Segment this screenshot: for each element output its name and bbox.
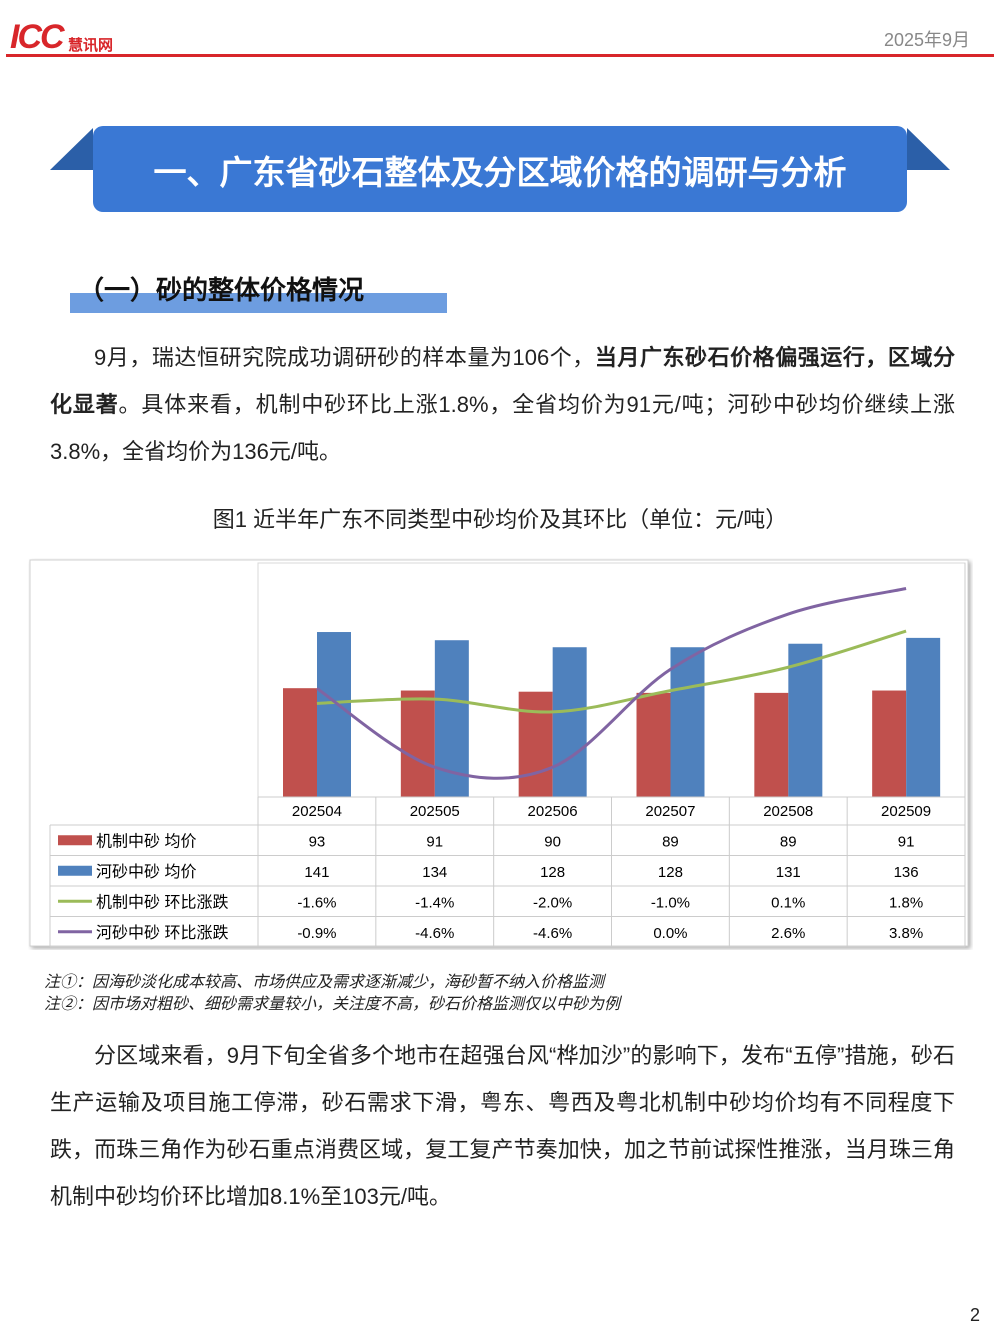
subsection-bar bbox=[70, 293, 447, 313]
x-tick-label: 202504 bbox=[292, 803, 342, 820]
bar bbox=[788, 643, 823, 797]
bar bbox=[518, 691, 553, 797]
table-value: -4.6% bbox=[415, 925, 454, 942]
bar bbox=[754, 692, 789, 797]
logo: ICC bbox=[10, 18, 65, 56]
bar bbox=[317, 632, 351, 797]
table-value: 136 bbox=[894, 864, 919, 881]
bar bbox=[872, 690, 907, 797]
table-value: 89 bbox=[780, 833, 797, 850]
header-rule bbox=[6, 54, 994, 57]
legend-swatch bbox=[58, 835, 92, 846]
table-value: 3.8% bbox=[889, 925, 923, 942]
x-tick-label: 202506 bbox=[528, 803, 578, 820]
legend-label: 机制中砂 均价 bbox=[96, 832, 196, 850]
legend-swatch bbox=[58, 865, 92, 876]
table-value: -2.0% bbox=[533, 894, 572, 911]
bar bbox=[283, 688, 317, 797]
table-value: 128 bbox=[658, 864, 683, 881]
table-value: 0.1% bbox=[771, 894, 805, 911]
table-value: 90 bbox=[544, 833, 561, 850]
table-value: -0.9% bbox=[297, 925, 336, 942]
page-number: 2 bbox=[970, 1305, 981, 1325]
table-value: 141 bbox=[304, 864, 329, 881]
x-tick-label: 202509 bbox=[881, 803, 931, 820]
table-value: 91 bbox=[426, 833, 443, 850]
table-value: 134 bbox=[422, 864, 447, 881]
bar bbox=[400, 690, 435, 797]
legend-label: 河砂中砂 均价 bbox=[96, 863, 196, 881]
text-run: 。具体来看，机制中砂环比上涨1.8%，全省均价为91元/吨；河砂中砂均价继续上涨… bbox=[50, 392, 955, 464]
table-value: 128 bbox=[540, 864, 565, 881]
table-value: -1.0% bbox=[651, 894, 690, 911]
chart: 202504 202505 202506 202507 202508 202509 机制中砂… bbox=[29, 559, 969, 948]
paragraph: 9月，瑞达恒研究院成功调研砂的样本量为106个，当月广东砂石价格偏强运行，区域分… bbox=[50, 334, 955, 475]
date: 2025年9月 bbox=[883, 30, 970, 50]
section-title: 一、广东省砂石整体及分区域价格的调研与分析 bbox=[153, 154, 847, 191]
subsection-title: （一）砂的整体价格情况 bbox=[78, 275, 365, 305]
figure-caption: 图1 近半年广东不同类型中砂均价及其环比（单位：元/吨） bbox=[212, 507, 788, 532]
x-tick-label: 202505 bbox=[410, 803, 460, 820]
legend-label: 河砂中砂 环比涨跌 bbox=[96, 924, 228, 942]
line-series bbox=[316, 629, 907, 714]
table-value: 93 bbox=[309, 833, 326, 850]
text-run: 9月，瑞达恒研究院成功调研砂的样本量为106个， bbox=[94, 345, 595, 370]
table-value: 89 bbox=[662, 833, 679, 850]
text-run: 当月广东砂石价格偏强运行，区域分化显著 bbox=[50, 345, 955, 417]
note: 注②：因市场对粗砂、细砂需求量较小，关注度不高，砂石价格监测仅以中砂为例 bbox=[44, 996, 621, 1013]
x-tick-label: 202508 bbox=[763, 803, 813, 820]
paragraph: 分区域来看，9月下旬全省多个地市在超强台风“桦加沙”的影响下，发布“五停”措施，… bbox=[50, 1043, 955, 1209]
table-value: -4.6% bbox=[533, 925, 572, 942]
logo-sub: 慧讯网 bbox=[68, 37, 114, 54]
line-series bbox=[316, 587, 907, 780]
table-value: 91 bbox=[898, 833, 915, 850]
bar bbox=[552, 647, 587, 797]
legend-label: 机制中砂 环比涨跌 bbox=[96, 893, 228, 911]
table-value: 2.6% bbox=[771, 925, 805, 942]
table-value: -1.4% bbox=[415, 894, 454, 911]
banner bbox=[50, 126, 950, 212]
table-value: 131 bbox=[776, 864, 801, 881]
table-value: -1.6% bbox=[297, 894, 336, 911]
bar bbox=[636, 692, 671, 797]
bar bbox=[670, 647, 705, 797]
note: 注①：因海砂淡化成本较高、市场供应及需求逐渐减少，海砂暂不纳入价格监测 bbox=[44, 974, 605, 991]
bar bbox=[906, 637, 941, 797]
table-value: 1.8% bbox=[889, 894, 923, 911]
table-value: 0.0% bbox=[653, 925, 687, 942]
x-tick-label: 202507 bbox=[645, 803, 695, 820]
